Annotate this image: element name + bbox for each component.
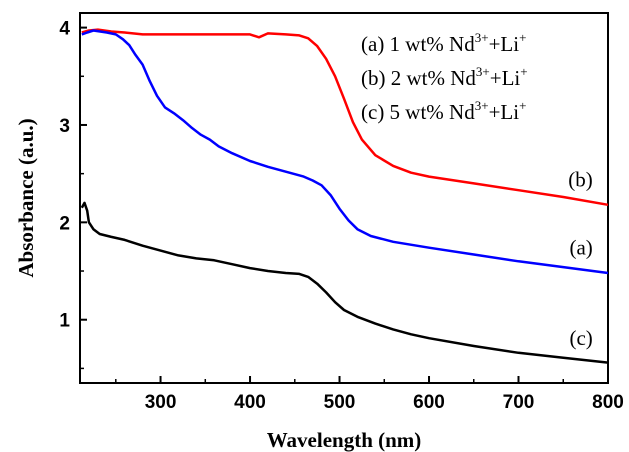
series-layer: (b) (a) (c) (80, 28, 609, 364)
ticks-layer: 300 400 500 600 700 800 1 2 3 4 (59, 19, 623, 413)
plot-frame (79, 12, 609, 384)
legend-entry-2: (c) 5 wt% Nd3++Li+ (361, 98, 526, 124)
curve-label-0: (b) (568, 167, 593, 191)
x-tick-label-0: 300 (145, 392, 177, 413)
y-tick-label-1: 2 (59, 213, 70, 234)
x-tick-label-1: 400 (234, 392, 266, 413)
x-tick-label-3: 600 (413, 392, 445, 413)
x-tick-label-4: 700 (503, 392, 535, 413)
legend-entry-1: (b) 2 wt% Nd3++Li+ (361, 64, 528, 90)
series-line-2 (80, 201, 609, 364)
legend: (a) 1 wt% Nd3++Li+ (b) 2 wt% Nd3++Li+ (c) … (361, 30, 528, 124)
y-tick-label-0: 1 (59, 311, 70, 332)
curve-label-1: (a) (569, 235, 592, 259)
y-tick-label-2: 3 (59, 116, 70, 137)
y-axis-title: Absorbance (a.u.) (14, 118, 38, 277)
series-line-0 (81, 28, 609, 207)
legend-entry-0: (a) 1 wt% Nd3++Li+ (361, 30, 526, 56)
x-tick-label-5: 800 (592, 392, 624, 413)
y-tick-label-3: 4 (59, 19, 70, 40)
x-axis-title: Wavelength (nm) (267, 428, 422, 452)
plot-area (79, 12, 609, 384)
curve-label-2: (c) (569, 326, 592, 350)
series-line-1 (81, 29, 609, 275)
x-tick-label-2: 500 (324, 392, 356, 413)
